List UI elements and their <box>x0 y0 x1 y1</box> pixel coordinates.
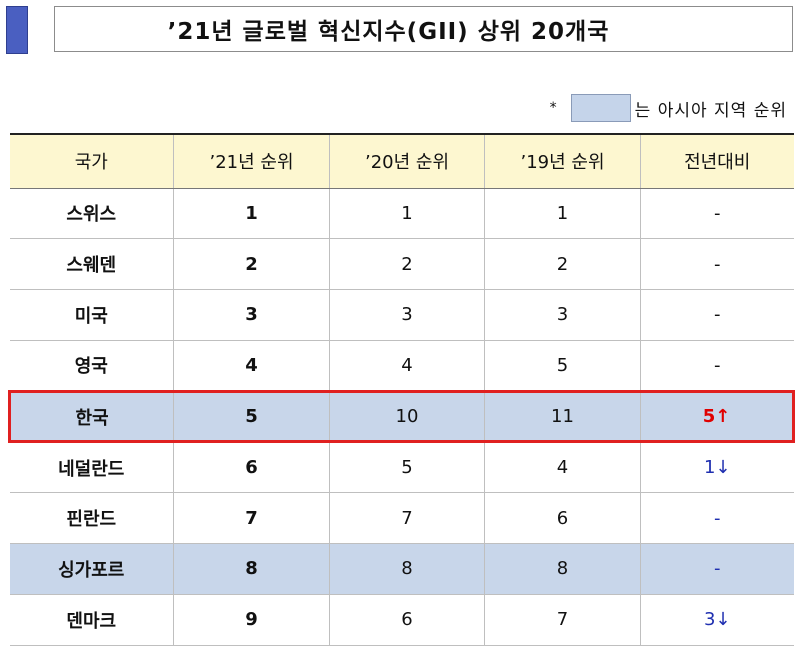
change-cell: 5↑ <box>640 389 795 444</box>
country-cell: 스웨덴 <box>9 238 174 291</box>
rank-2019-cell: 8 <box>484 543 641 595</box>
rank-2021-cell: 7 <box>173 492 330 545</box>
rank-2020-cell: 7 <box>329 492 485 545</box>
title-accent-block <box>6 6 28 54</box>
rank-2020-cell: 6 <box>329 594 485 646</box>
country-cell: 덴마크 <box>9 594 174 646</box>
rank-2021-cell: 4 <box>173 340 330 392</box>
change-cell: 1↓ <box>640 441 794 494</box>
rank-2020-cell: 8 <box>329 543 485 595</box>
rank-2019-cell: 7 <box>484 594 641 646</box>
rank-2019-cell: 2 <box>484 238 641 291</box>
change-cell: - <box>640 543 794 595</box>
change-cell: - <box>640 188 794 240</box>
change-value: 5↑ <box>702 406 731 428</box>
country-cell: 싱가포르 <box>9 543 174 595</box>
page-title: ’21년 글로벌 혁신지수(GII) 상위 20개국 <box>167 19 610 45</box>
rank-2019-cell: 4 <box>484 441 641 494</box>
title-box: ’21년 글로벌 혁신지수(GII) 상위 20개국 <box>54 6 793 52</box>
table-row: 한국 5 10 11 5↑ <box>8 389 795 444</box>
table-header-row: 국가 ’21년 순위 ’20년 순위 ’19년 순위 전년대비 <box>9 133 794 189</box>
rank-2021-cell: 1 <box>173 188 330 240</box>
rank-2019-cell: 5 <box>484 340 641 392</box>
country-cell: 한국 <box>8 389 174 444</box>
rank-2020-cell: 3 <box>329 289 485 341</box>
table-row: 핀란드 7 7 6- <box>9 492 794 545</box>
legend-swatch <box>570 94 631 122</box>
change-cell: - <box>640 238 794 291</box>
rank-2020-cell: 2 <box>329 238 485 291</box>
legend-marker: * <box>549 100 557 116</box>
rank-2021-cell: 5 <box>173 389 330 444</box>
country-cell: 네덜란드 <box>9 441 174 494</box>
change-cell: 3↓ <box>640 594 794 646</box>
rank-2020-cell: 1 <box>329 188 485 240</box>
table-row: 싱가포르 8 8 8- <box>9 543 794 595</box>
rank-2019-cell: 1 <box>484 188 641 240</box>
header-country: 국가 <box>9 133 174 189</box>
change-value: - <box>714 253 721 275</box>
ranking-table: 국가 ’21년 순위 ’20년 순위 ’19년 순위 전년대비 스위스 1 1 1- 스… <box>8 133 795 646</box>
rank-2021-cell: 6 <box>173 441 330 494</box>
rank-2019-cell: 6 <box>484 492 641 545</box>
table-row: 영국 4 4 5- <box>9 340 794 392</box>
change-value: - <box>714 558 721 580</box>
change-value: - <box>714 304 721 326</box>
rank-2020-cell: 10 <box>329 389 485 444</box>
table-row: 네덜란드 6 5 4 1↓ <box>9 441 794 494</box>
header-rank-2019: ’19년 순위 <box>484 133 641 189</box>
header-change: 전년대비 <box>640 133 794 189</box>
legend: * 는 아시아 지역 순위 <box>550 93 787 123</box>
table-row: 스위스 1 1 1- <box>9 188 794 240</box>
table-row: 미국 3 3 3- <box>9 289 794 341</box>
rank-2019-cell: 11 <box>484 389 641 444</box>
rank-2020-cell: 4 <box>329 340 485 392</box>
change-value: 1↓ <box>703 457 731 479</box>
country-cell: 핀란드 <box>9 492 174 545</box>
rank-2020-cell: 5 <box>329 441 485 494</box>
legend-text: 는 아시아 지역 순위 <box>634 100 787 121</box>
change-cell: - <box>640 340 794 392</box>
change-value: - <box>714 202 721 224</box>
change-value: - <box>714 507 721 529</box>
country-cell: 미국 <box>9 289 174 341</box>
table-row: 스웨덴 2 2 2- <box>9 238 794 291</box>
rank-2019-cell: 3 <box>484 289 641 341</box>
change-value: 3↓ <box>703 609 731 631</box>
change-value: - <box>714 354 721 376</box>
rank-2021-cell: 2 <box>173 238 330 291</box>
title-bar: ’21년 글로벌 혁신지수(GII) 상위 20개국 <box>6 6 793 56</box>
header-rank-2021: ’21년 순위 <box>173 133 330 189</box>
rank-2021-cell: 8 <box>173 543 330 595</box>
change-cell: - <box>640 492 794 545</box>
header-rank-2020: ’20년 순위 <box>329 133 485 189</box>
rank-2021-cell: 3 <box>173 289 330 341</box>
country-cell: 스위스 <box>9 188 174 240</box>
country-cell: 영국 <box>9 340 174 392</box>
change-cell: - <box>640 289 794 341</box>
